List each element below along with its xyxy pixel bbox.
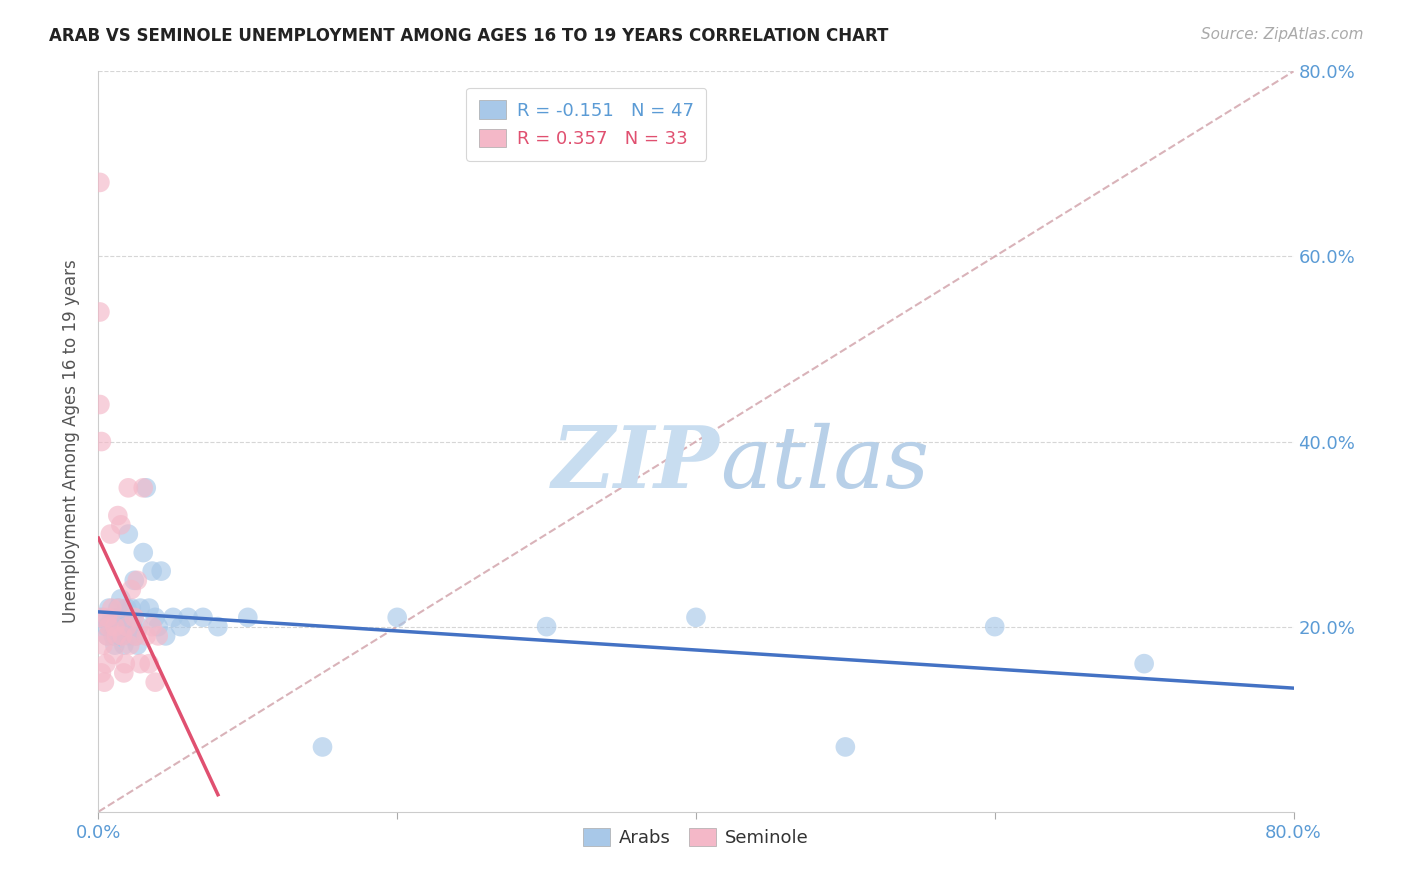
Point [143,675,166,690]
Point [143,610,166,624]
Point [984,619,1007,633]
Legend: Arabs, Seminole: Arabs, Seminole [576,821,815,855]
Point [94,619,117,633]
Point [96,629,118,643]
Point [111,629,134,643]
Point [138,601,160,615]
Point [121,619,143,633]
Point [685,610,707,624]
Point [98,527,122,541]
Point [110,629,132,643]
Point [117,481,139,495]
Point [148,619,170,633]
Point [89,305,111,319]
Point [105,619,128,633]
Point [98,619,122,633]
Point [129,601,152,615]
Point [124,610,146,624]
Point [101,610,124,624]
Y-axis label: Unemployment Among Ages 16 to 19 years: Unemployment Among Ages 16 to 19 years [62,260,80,624]
Point [162,610,184,624]
Point [111,619,134,633]
Point [110,517,132,532]
Point [89,175,111,190]
Point [103,629,125,643]
Point [177,610,200,624]
Point [128,619,150,633]
Point [311,739,333,754]
Text: Source: ZipAtlas.com: Source: ZipAtlas.com [1201,27,1364,42]
Point [91,638,114,652]
Point [536,619,558,633]
Point [135,481,157,495]
Text: atlas: atlas [720,423,929,505]
Point [141,619,163,633]
Point [89,398,111,412]
Point [96,629,118,643]
Text: ZIP: ZIP [553,422,720,506]
Point [105,629,128,643]
Point [1133,657,1156,671]
Point [118,629,141,643]
Point [135,629,157,643]
Point [118,638,141,652]
Point [93,675,115,690]
Point [191,610,214,624]
Point [129,657,152,671]
Point [107,601,129,615]
Point [96,610,118,624]
Point [90,665,112,680]
Point [207,619,229,633]
Point [94,657,117,671]
Point [107,508,129,523]
Point [141,564,163,578]
Point [125,629,148,643]
Point [117,527,139,541]
Point [91,610,114,624]
Point [104,638,127,652]
Point [97,619,120,633]
Point [115,619,138,633]
Point [90,434,112,449]
Point [138,657,160,671]
Point [148,629,170,643]
Point [155,629,177,643]
Point [127,574,149,588]
Point [101,601,124,615]
Point [108,601,131,615]
Point [132,481,155,495]
Point [104,619,127,633]
Point [385,610,409,624]
Point [120,582,142,597]
Point [97,601,120,615]
Point [112,638,135,652]
Point [110,591,132,606]
Point [834,739,856,754]
Point [89,610,111,624]
Point [115,601,138,615]
Point [132,545,155,560]
Point [169,619,191,633]
Point [120,601,142,615]
Point [114,657,136,671]
Point [127,638,149,652]
Point [112,665,135,680]
Point [114,610,136,624]
Text: ARAB VS SEMINOLE UNEMPLOYMENT AMONG AGES 16 TO 19 YEARS CORRELATION CHART: ARAB VS SEMINOLE UNEMPLOYMENT AMONG AGES… [49,27,889,45]
Point [108,610,131,624]
Point [124,574,146,588]
Point [125,629,148,643]
Point [103,648,125,662]
Point [150,564,173,578]
Point [236,610,259,624]
